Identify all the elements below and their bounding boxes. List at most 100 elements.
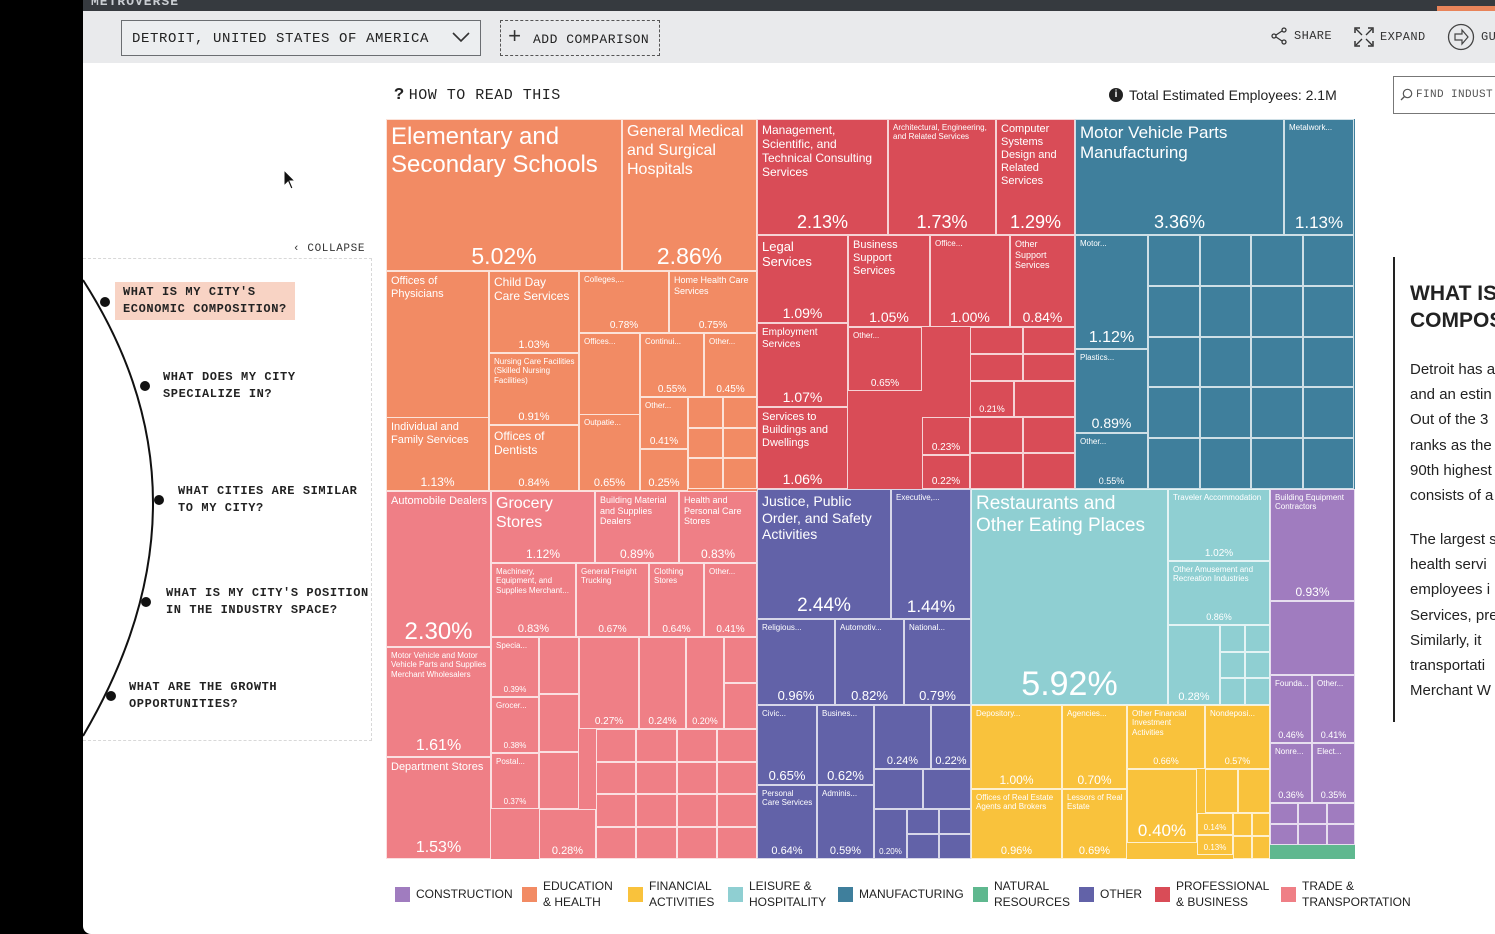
treemap-cell-small[interactable] [1148, 336, 1200, 388]
treemap-cell-small[interactable] [1251, 387, 1303, 439]
treemap-cell[interactable]: 0.25% [640, 449, 688, 491]
info-icon[interactable]: i [1109, 88, 1123, 102]
legend-item-trade[interactable]: TRADE & TRANSPORTATION [1281, 878, 1411, 910]
treemap-cell[interactable]: 0.14% [1197, 813, 1233, 835]
treemap-cell[interactable]: Building Equipment Contractors 0.93% [1270, 489, 1355, 601]
treemap-cell[interactable]: Employment Services 1.07% [757, 323, 848, 407]
legend-item-leisure[interactable]: LEISURE & HOSPITALITY [728, 878, 826, 910]
treemap-cell[interactable]: Machinery, Equipment, and Supplies Merch… [491, 563, 576, 637]
treemap-cell[interactable]: Grocery Stores 1.12% [491, 491, 595, 563]
nav-dot[interactable] [106, 691, 116, 701]
treemap-cell[interactable]: Restaurants and Other Eating Places 5.92% [971, 489, 1168, 705]
treemap-cell[interactable]: Busines... 0.62% [817, 705, 874, 785]
treemap-cell-small[interactable] [716, 794, 757, 827]
treemap-cell[interactable]: Architectural, Engineering, and Related … [888, 119, 996, 235]
treemap-cell[interactable]: Grocer... 0.38% [491, 697, 539, 753]
treemap-cell-small[interactable] [922, 769, 971, 809]
treemap-cell-small[interactable] [1298, 803, 1327, 824]
treemap-cell[interactable]: Traveler Accommodation 1.02% [1168, 489, 1270, 561]
treemap-cell[interactable]: 0.27% [579, 637, 639, 729]
nav-question-specialize[interactable]: WHAT DOES MY CITY SPECIALIZE IN? [163, 370, 296, 401]
treemap-cell[interactable]: Other... 0.55% [1075, 433, 1148, 489]
treemap-cell-small[interactable] [1148, 438, 1200, 489]
treemap-cell[interactable]: Motor... 1.12% [1075, 235, 1148, 349]
treemap-cell-small[interactable] [539, 751, 579, 809]
treemap-cell[interactable]: 0.28% [539, 809, 596, 859]
treemap-cell[interactable]: Offices of Dentists 0.84% [489, 425, 579, 491]
expand-button[interactable]: EXPAND [1354, 27, 1426, 47]
treemap-cell[interactable]: Motor Vehicle Parts Manufacturing 3.36% [1075, 119, 1284, 235]
treemap-cell-small[interactable] [676, 761, 717, 794]
treemap-cell[interactable]: Other Financial Investment Activities 0.6… [1127, 705, 1205, 769]
treemap-cell[interactable]: Computer Systems Design and Related Serv… [996, 119, 1075, 235]
treemap-cell[interactable]: Business Support Services 1.05% [848, 235, 930, 327]
nav-question-economic-composition[interactable]: WHAT IS MY CITY'S ECONOMIC COMPOSITION? [115, 282, 295, 320]
treemap-cell-small[interactable] [1148, 285, 1200, 337]
treemap-cell-small[interactable] [1199, 235, 1251, 286]
find-industry-input[interactable]: FIND INDUST [1393, 76, 1495, 114]
treemap-cell[interactable]: Elementary and Secondary Schools 5.02% [386, 119, 622, 271]
treemap-cell-small[interactable] [724, 683, 757, 729]
treemap-cell-small[interactable] [1022, 327, 1075, 354]
nav-dot[interactable] [141, 597, 151, 607]
treemap-cell-small[interactable] [722, 458, 757, 489]
treemap-cell-small[interactable] [1251, 235, 1303, 286]
treemap-cell[interactable]: Other... 0.41% [640, 397, 688, 449]
nav-question-industry-space[interactable]: WHAT IS MY CITY'S POSITION IN THE INDUSTR… [166, 586, 369, 617]
treemap-cell-small[interactable] [970, 417, 1023, 453]
treemap-cell-small[interactable] [1245, 651, 1270, 679]
treemap-cell-small[interactable] [1251, 438, 1303, 489]
treemap-cell-small[interactable] [676, 826, 717, 859]
treemap-cell-small[interactable] [1251, 836, 1270, 859]
treemap-cell-small[interactable] [907, 834, 939, 859]
treemap-cell-small[interactable] [716, 826, 757, 859]
treemap-cell[interactable]: 0.20% [686, 637, 724, 729]
treemap-cell[interactable]: Office... 1.00% [930, 235, 1010, 327]
treemap-cell-small[interactable] [1302, 235, 1354, 286]
treemap-cell[interactable]: Clothing Stores 0.64% [649, 563, 704, 637]
treemap-cell[interactable]: 0.21% [970, 381, 1014, 417]
treemap-cell[interactable]: Adminis... 0.59% [817, 785, 874, 859]
treemap-cell-small[interactable] [907, 809, 939, 834]
treemap-cell-small[interactable] [1233, 836, 1252, 859]
nav-question-similar-cities[interactable]: WHAT CITIES ARE SIMILAR TO MY CITY? [178, 484, 358, 515]
treemap-cell-small[interactable] [1302, 438, 1354, 489]
treemap-cell-small[interactable] [1199, 438, 1251, 489]
treemap-cell[interactable]: Other... 0.45% [704, 333, 757, 397]
treemap-cell-small[interactable] [1220, 625, 1245, 652]
treemap-cell-small[interactable] [636, 761, 677, 794]
treemap-cell[interactable]: Department Stores 1.53% [386, 757, 491, 859]
treemap-cell[interactable]: Other Support Services 0.84% [1010, 235, 1075, 327]
treemap-cell[interactable]: Nursing Care Facilities (Skilled Nursing… [489, 353, 579, 425]
treemap-cell-small[interactable] [1022, 417, 1075, 453]
treemap-cell[interactable]: Depository... 1.00% [971, 705, 1062, 789]
treemap-cell-small[interactable] [539, 637, 579, 695]
treemap-cell-small[interactable] [1022, 354, 1075, 381]
treemap-cell[interactable]: Automobile Dealers 2.30% [386, 491, 491, 647]
treemap-cell[interactable]: Postal... 0.37% [491, 753, 539, 809]
treemap-cell[interactable]: Founda... 0.46% [1270, 675, 1312, 743]
treemap-cell-small[interactable] [939, 809, 971, 834]
treemap-cell[interactable]: Nondeposi... 0.57% [1205, 705, 1270, 769]
guide-button[interactable]: GU [1447, 23, 1495, 51]
treemap-cell-small[interactable] [636, 729, 677, 762]
treemap-cell[interactable]: Metalwork... 1.13% [1284, 119, 1354, 235]
treemap-cell-small[interactable] [688, 458, 723, 489]
treemap-cell[interactable]: 0.24% [874, 705, 931, 769]
treemap-cell[interactable]: Continui... 0.55% [640, 333, 704, 397]
treemap-cell[interactable]: Colleges,... 0.78% [579, 271, 669, 333]
treemap-cell-small[interactable] [722, 397, 757, 428]
treemap-cell-small[interactable] [1251, 336, 1303, 388]
treemap-cell[interactable]: Legal Services 1.09% [757, 235, 848, 323]
treemap-cell[interactable]: 0.40% [1127, 769, 1197, 843]
treemap-cell[interactable]: 0.13% [1197, 835, 1233, 855]
treemap-cell[interactable]: 0.20% [874, 809, 907, 859]
treemap-cell-small[interactable] [970, 354, 1023, 381]
treemap-cell-small[interactable] [1302, 285, 1354, 337]
legend-item-professional[interactable]: PROFESSIONAL & BUSINESS [1155, 878, 1269, 910]
treemap-cell-small[interactable] [970, 453, 1023, 489]
legend-item-natural[interactable]: NATURAL RESOURCES [973, 878, 1070, 910]
treemap-cell[interactable]: Outpatie... 0.65% [579, 414, 640, 491]
treemap-cell[interactable]: Civic... 0.65% [757, 705, 817, 785]
legend-item-education[interactable]: EDUCATION & HEALTH [522, 878, 613, 910]
